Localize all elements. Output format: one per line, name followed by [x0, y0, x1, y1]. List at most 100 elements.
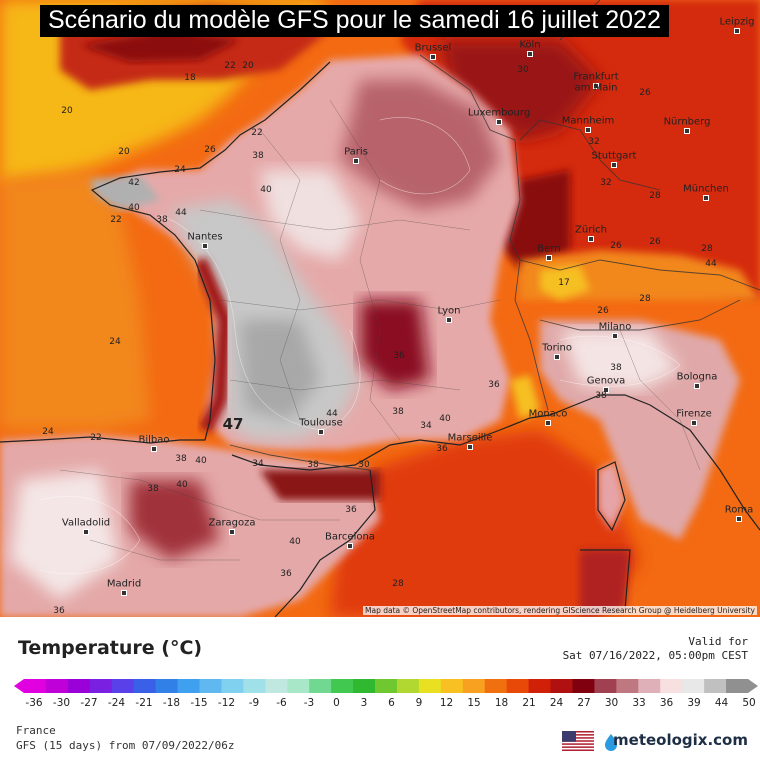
- extreme-temperature-label: 47: [222, 415, 244, 433]
- color-swatch: [111, 679, 135, 693]
- temperature-label: 24: [109, 337, 121, 347]
- city-label: Bologna: [676, 371, 718, 383]
- color-swatch: [243, 679, 266, 693]
- scale-tick-label: 21: [522, 697, 536, 709]
- color-swatch: [177, 679, 201, 693]
- scale-tick-label: 24: [549, 697, 564, 709]
- city-marker: [736, 516, 742, 522]
- scale-tick-label: 3: [360, 697, 368, 709]
- color-swatch: [396, 679, 420, 693]
- temperature-label: 26: [204, 145, 216, 155]
- model-info: France GFS (15 days) from 07/09/2022/06z: [16, 723, 235, 753]
- temperature-label: 18: [184, 73, 196, 83]
- valid-for-value: Sat 07/16/2022, 05:00pm CEST: [562, 649, 748, 662]
- city-marker: [353, 158, 359, 164]
- temperature-label: 36: [393, 351, 405, 361]
- color-swatch: [89, 679, 113, 693]
- city-label: Valladolid: [61, 517, 111, 529]
- scale-tick-label: -6: [276, 697, 287, 709]
- city-label: Luxembourg: [467, 107, 531, 119]
- color-swatch: [199, 679, 222, 693]
- city-marker: [202, 243, 208, 249]
- city-marker: [684, 128, 690, 134]
- city-marker: [554, 354, 560, 360]
- map-canvas: [0, 0, 760, 617]
- city-label: Frankfurt: [573, 71, 619, 83]
- city-marker: [545, 420, 551, 426]
- city-marker: [229, 529, 235, 535]
- temperature-label: 42: [128, 178, 140, 188]
- city-marker: [151, 446, 157, 452]
- temperature-label: 38: [156, 215, 168, 225]
- scale-right-arrow: [748, 679, 758, 693]
- color-swatch: [221, 679, 244, 693]
- legend-title: Temperature (°C): [18, 637, 203, 659]
- temperature-label: 40: [128, 203, 140, 213]
- city-marker: [446, 317, 452, 323]
- temperature-label: 22: [90, 433, 102, 443]
- color-swatch: [309, 679, 332, 693]
- city-marker: [588, 236, 594, 242]
- scale-tick-label: 33: [632, 697, 646, 709]
- city-label: Lyon: [437, 305, 461, 317]
- scale-tick-label: -27: [80, 697, 98, 709]
- city-label: Mannheim: [561, 115, 615, 127]
- city-label: Torino: [542, 342, 572, 354]
- color-swatch: [45, 679, 69, 693]
- color-swatch: [660, 679, 683, 693]
- color-swatch: [67, 679, 91, 693]
- us-flag-icon[interactable]: [562, 731, 594, 751]
- color-swatch: [506, 679, 530, 693]
- scale-tick-label: 50: [742, 697, 756, 709]
- temperature-label: 28: [701, 244, 713, 254]
- city-label: Barcelona: [325, 531, 375, 543]
- temperature-label: 17: [558, 278, 570, 288]
- temperature-label: 36: [53, 606, 65, 616]
- temperature-label: 40: [439, 414, 451, 424]
- temperature-label: 26: [597, 306, 609, 316]
- city-marker: [612, 333, 618, 339]
- scale-tick-label: 18: [494, 697, 509, 709]
- color-scale-bar: [14, 679, 758, 693]
- color-swatch: [331, 679, 354, 693]
- temperature-map: Scénario du modèle GFS pour le samedi 16…: [0, 0, 760, 617]
- temperature-label: 44: [705, 259, 717, 269]
- city-marker: [703, 195, 709, 201]
- city-label: Toulouse: [299, 417, 343, 429]
- temperature-label: 24: [42, 427, 54, 437]
- temperature-label: 38: [252, 151, 264, 161]
- color-swatch: [704, 679, 727, 693]
- color-swatch: [440, 679, 464, 693]
- city-marker: [585, 127, 591, 133]
- temperature-label: 36: [488, 380, 500, 390]
- coastlines: [0, 61, 760, 617]
- temperature-label: 28: [649, 191, 661, 201]
- valid-for-label: Valid for: [688, 635, 748, 648]
- city-marker: [347, 543, 353, 549]
- scale-tick-label: 6: [388, 697, 395, 709]
- temperature-label: 34: [252, 459, 264, 469]
- city-marker: [121, 590, 127, 596]
- scale-tick-label: -3: [303, 697, 315, 709]
- temperature-label: 34: [420, 421, 432, 431]
- temperature-label: 28: [639, 294, 651, 304]
- city-label: Firenze: [676, 408, 712, 420]
- color-swatch: [265, 679, 288, 693]
- legend-panel: Temperature (°C) Valid for Sat 07/16/202…: [0, 617, 760, 760]
- temperature-label: 30: [517, 65, 529, 75]
- color-swatch: [462, 679, 486, 693]
- city-label: Roma: [724, 504, 754, 516]
- color-swatch: [155, 679, 179, 693]
- city-marker: [467, 444, 473, 450]
- city-marker: [611, 162, 617, 168]
- color-swatch: [682, 679, 705, 693]
- brand-name[interactable]: meteologix.com: [613, 731, 748, 749]
- color-swatch: [418, 679, 442, 693]
- color-swatch: [528, 679, 552, 693]
- temperature-label: 20: [242, 61, 254, 71]
- temperature-label: 26: [610, 241, 622, 251]
- map-attribution: Map data © OpenStreetMap contributors, r…: [363, 606, 757, 615]
- city-label: Stuttgart: [591, 150, 637, 162]
- temperature-label: 38: [307, 460, 319, 470]
- color-swatch: [133, 679, 157, 693]
